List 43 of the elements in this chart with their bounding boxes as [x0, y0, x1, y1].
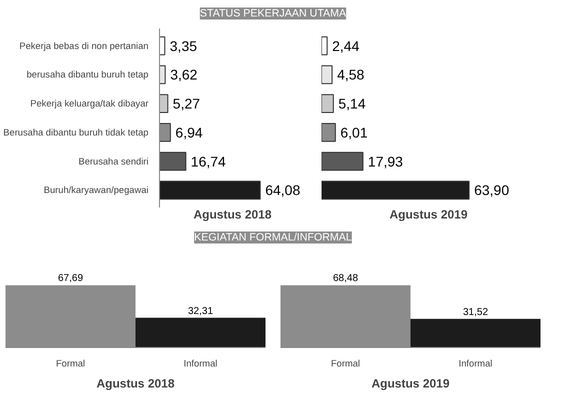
data-label: 63,90: [474, 182, 510, 198]
bar: [160, 94, 168, 114]
bar: [322, 94, 334, 114]
data-label: 68,48: [332, 273, 358, 284]
data-label: 32,31: [188, 306, 214, 317]
y-tick-label: berusaha dibantu buruh tetap: [26, 70, 149, 80]
bar: [160, 65, 166, 84]
data-label: 64,08: [265, 182, 300, 198]
x-tick-label: Formal: [56, 358, 86, 368]
bar: [322, 152, 364, 171]
data-label: 3,62: [170, 66, 198, 83]
x-tick-label: Formal: [330, 358, 360, 368]
bar: [160, 152, 186, 171]
x-axis-title: Agustus 2019: [389, 208, 468, 222]
data-label: 6,01: [340, 124, 368, 140]
x-axis-title: Agustus 2019: [371, 376, 450, 390]
data-label: 2,44: [332, 38, 360, 54]
data-label: 17,93: [368, 153, 404, 170]
y-tick-label: Pekerja bebas di non pertanian: [19, 40, 149, 51]
bar: [322, 180, 470, 200]
y-tick-label: Berusaha dibantu buruh tidak tetap: [3, 127, 149, 138]
bar: [322, 65, 333, 84]
chart-title: STATUS PEKERJAAN UTAMA: [200, 8, 348, 20]
bar: [322, 36, 328, 56]
y-tick-label: Buruh/karyawan/pegawai: [44, 185, 149, 196]
x-tick-label: Informal: [184, 358, 218, 368]
data-label: 5,14: [338, 96, 366, 112]
data-label: 4,58: [337, 66, 365, 83]
y-tick-label: Berusaha sendiri: [78, 156, 149, 166]
bar: [160, 36, 166, 56]
data-label: 16,74: [190, 153, 226, 170]
data-label: 31,52: [462, 306, 488, 318]
x-axis-title: Agustus 2018: [96, 376, 175, 390]
data-label: 6,94: [175, 124, 203, 140]
x-tick-label: Informal: [458, 358, 492, 368]
chart-title: KEGIATAN FORMAL/INFORMAL: [194, 232, 352, 244]
bar: [160, 180, 261, 200]
data-label: 3,35: [170, 38, 198, 54]
data-label: 5,27: [172, 96, 200, 112]
y-tick-label: Pekerja keluarga/tak dibayar: [30, 98, 149, 109]
bar: [322, 122, 336, 142]
x-axis-title: Agustus 2018: [193, 208, 272, 222]
data-label: 67,69: [58, 273, 84, 284]
